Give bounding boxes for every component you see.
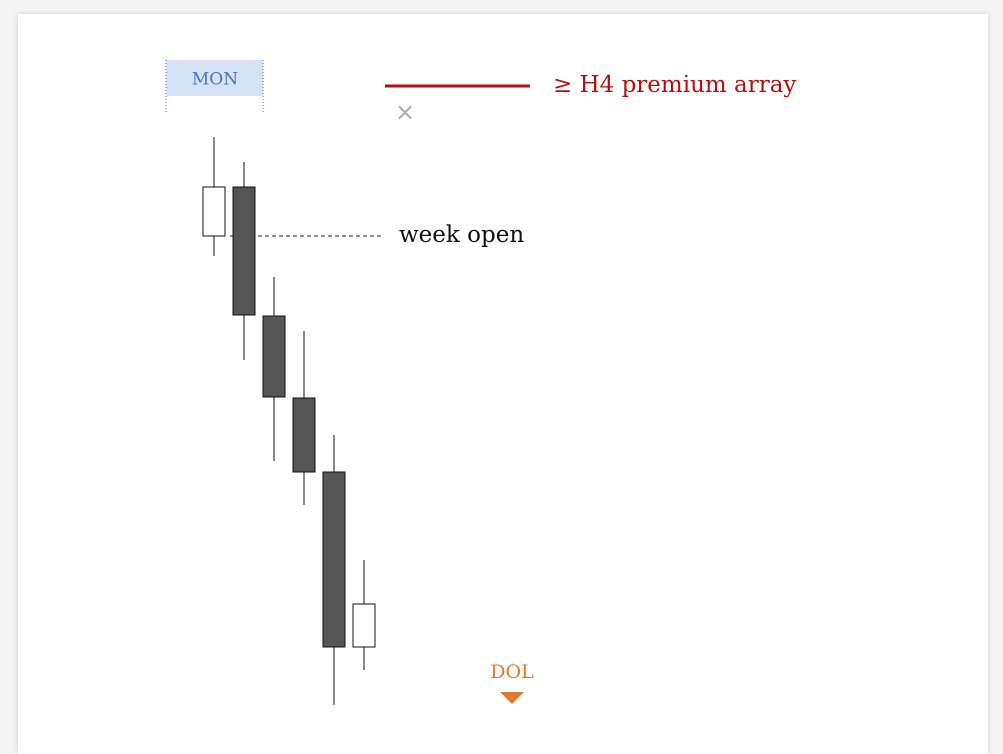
target-label: DOL — [490, 661, 534, 683]
candle-body — [262, 315, 286, 398]
candle-body — [352, 603, 376, 648]
candle-body — [292, 397, 316, 473]
candle-body — [232, 186, 256, 316]
legend-label: ≥ H4 premium array — [553, 72, 796, 98]
close-icon[interactable]: × — [395, 98, 415, 126]
candle-body — [202, 186, 226, 237]
card — [18, 14, 988, 754]
target-arrow — [500, 692, 524, 704]
candle-body — [322, 471, 346, 648]
session-box — [166, 60, 263, 96]
session-label: MON — [192, 70, 238, 90]
level-label: week open — [399, 222, 524, 248]
